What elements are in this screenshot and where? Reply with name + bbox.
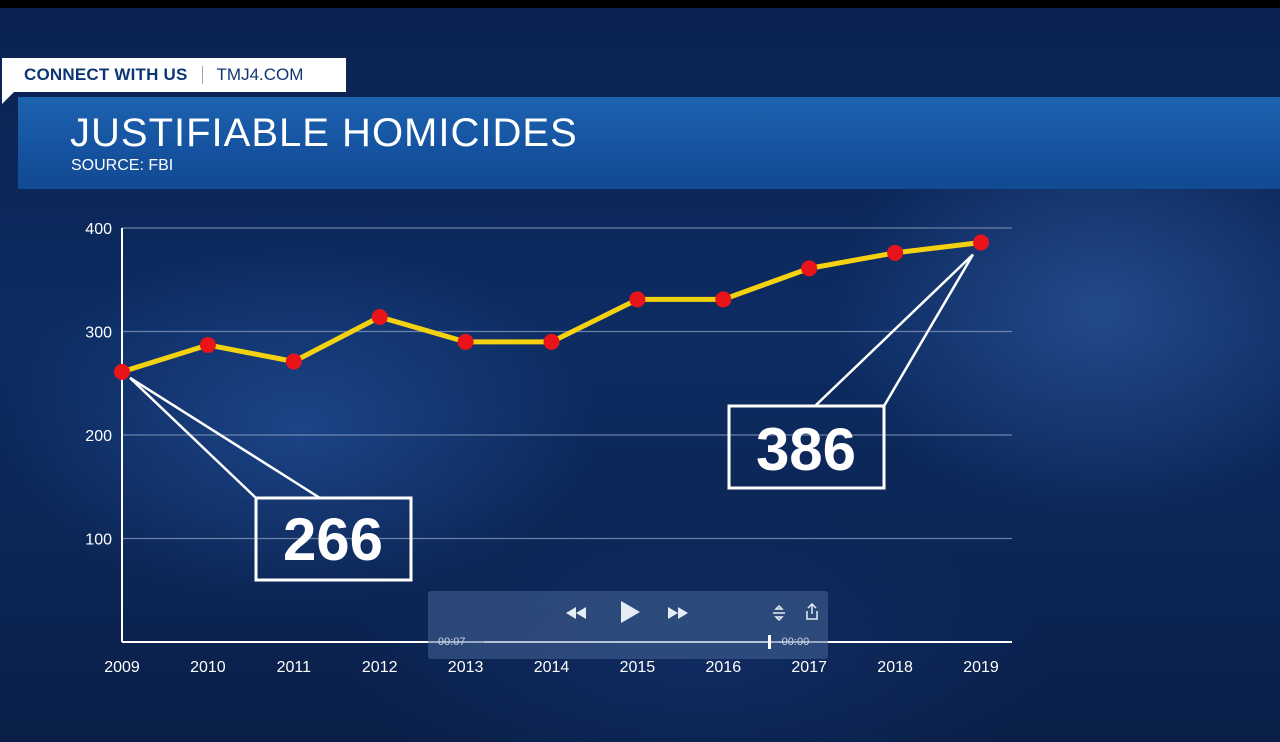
grid-layer (122, 227, 1012, 540)
y-tick-label: 200 (85, 428, 112, 445)
fast-forward-icon[interactable] (666, 605, 690, 625)
y-tick-labels: 100 200 300 400 (85, 221, 112, 549)
progress-handle[interactable] (768, 635, 771, 649)
progress-track[interactable] (484, 641, 772, 643)
source-label: SOURCE: FBI (71, 157, 174, 174)
x-tick-label: 2010 (190, 659, 226, 676)
x-tick-labels: 2009 2010 2011 2012 2013 2014 2015 2016 2017 2018… (104, 659, 999, 676)
callout-box-start (254, 496, 413, 582)
x-tick-label: 2012 (362, 659, 398, 676)
data-point (371, 309, 388, 326)
x-tick-label: 2018 (877, 659, 913, 676)
video-frame: CONNECT WITH US TMJ4.COM JUSTIFIABLE HOM… (0, 8, 1280, 742)
video-player-controls: 00:07 -00:00 (428, 591, 828, 659)
connect-label: CONNECT WITH US (24, 65, 188, 84)
callout-lines (129, 253, 975, 500)
data-point (887, 244, 904, 261)
x-tick-label: 2016 (706, 659, 742, 676)
data-point (801, 260, 818, 277)
captions-icon[interactable] (771, 604, 787, 625)
data-point (543, 333, 560, 350)
data-point (457, 333, 474, 350)
callout-line-end (814, 253, 974, 407)
callout-line-start (129, 376, 257, 499)
data-point (285, 353, 302, 370)
site-label: TMJ4.COM (216, 65, 304, 84)
callout-value-start: 266 (283, 506, 383, 573)
remaining-time: -00:00 (778, 636, 810, 648)
data-point (629, 291, 646, 308)
chart-title: JUSTIFIABLE HOMICIDES (70, 111, 578, 155)
data-point (715, 291, 732, 308)
y-tick-label: 300 (85, 325, 112, 342)
x-tick-label: 2017 (791, 659, 827, 676)
rewind-icon[interactable] (564, 605, 588, 625)
line-chart: 2009 2010 2011 2012 2013 2014 2015 2016 2017 2018… (85, 221, 1012, 676)
x-tick-label: 2015 (620, 659, 656, 676)
data-point (114, 363, 130, 380)
connect-bar-notch (2, 92, 14, 104)
title-band: JUSTIFIABLE HOMICIDES SOURCE: FBI (18, 97, 1280, 189)
connect-bar: CONNECT WITH US TMJ4.COM (2, 58, 346, 92)
callout-box-end (727, 404, 886, 490)
x-tick-label: 2011 (277, 659, 312, 676)
data-point (973, 234, 989, 251)
data-point (199, 336, 216, 353)
share-icon[interactable] (805, 602, 819, 625)
x-tick-label: 2009 (104, 659, 140, 676)
x-tick-label: 2019 (963, 659, 999, 676)
play-icon[interactable] (618, 599, 642, 629)
x-tick-label: 2014 (534, 659, 570, 676)
callout-line-end (882, 253, 975, 407)
y-tick-label: 400 (85, 221, 112, 238)
elapsed-time: 00:07 (438, 636, 466, 648)
series-line (121, 240, 982, 375)
x-tick-label: 2013 (448, 659, 484, 676)
divider (201, 66, 203, 84)
y-tick-label: 100 (85, 532, 112, 549)
callout-layer: 266 386 (254, 404, 886, 582)
callout-value-end: 386 (756, 416, 856, 483)
callout-line-start (129, 376, 321, 500)
series-layer (114, 234, 989, 380)
